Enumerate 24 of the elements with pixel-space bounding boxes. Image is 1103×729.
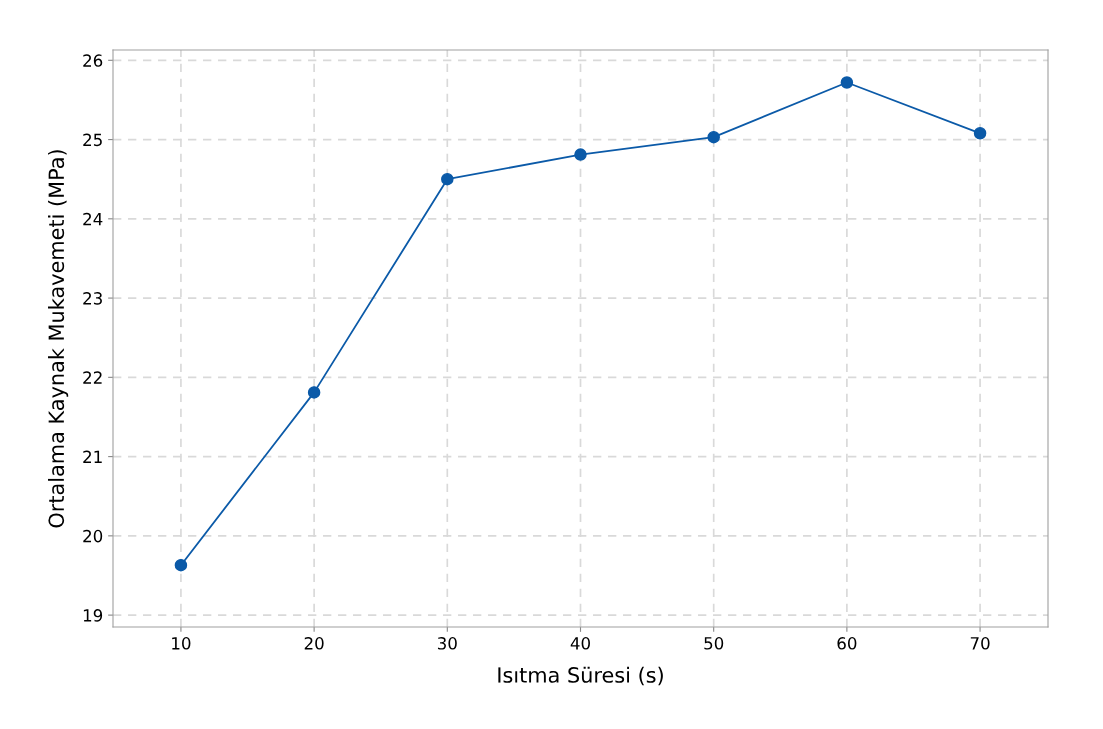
y-tick-label: 23 [83, 292, 102, 305]
x-tick-label: 60 [837, 637, 857, 650]
y-tick-label: 24 [83, 212, 103, 226]
y-tick-label: 26 [83, 54, 103, 67]
x-tick-label: 70 [970, 637, 990, 650]
x-tick-label: 30 [437, 637, 457, 650]
point [441, 172, 454, 186]
point [973, 126, 987, 140]
x-axis-title: Isıtma Süresi (s) [498, 666, 663, 686]
y-tick-label: 19 [83, 609, 103, 622]
point [840, 76, 854, 89]
x-tick-label: 20 [304, 637, 324, 650]
point [307, 386, 321, 399]
y-tick-label: 20 [83, 529, 103, 543]
point [174, 558, 188, 572]
x-tick-label: 40 [570, 637, 590, 650]
x-tick-label: 10 [172, 637, 191, 650]
y-tick-label: 25 [83, 133, 102, 147]
y-tick-label: 21 [83, 450, 102, 463]
y-axis-title: Ortalama Kaynak Mukavemeti (MPa) [48, 150, 69, 528]
x-tick-label: 50 [704, 637, 724, 650]
point [574, 148, 587, 161]
y-tick-label: 22 [83, 371, 102, 384]
point [707, 130, 720, 144]
